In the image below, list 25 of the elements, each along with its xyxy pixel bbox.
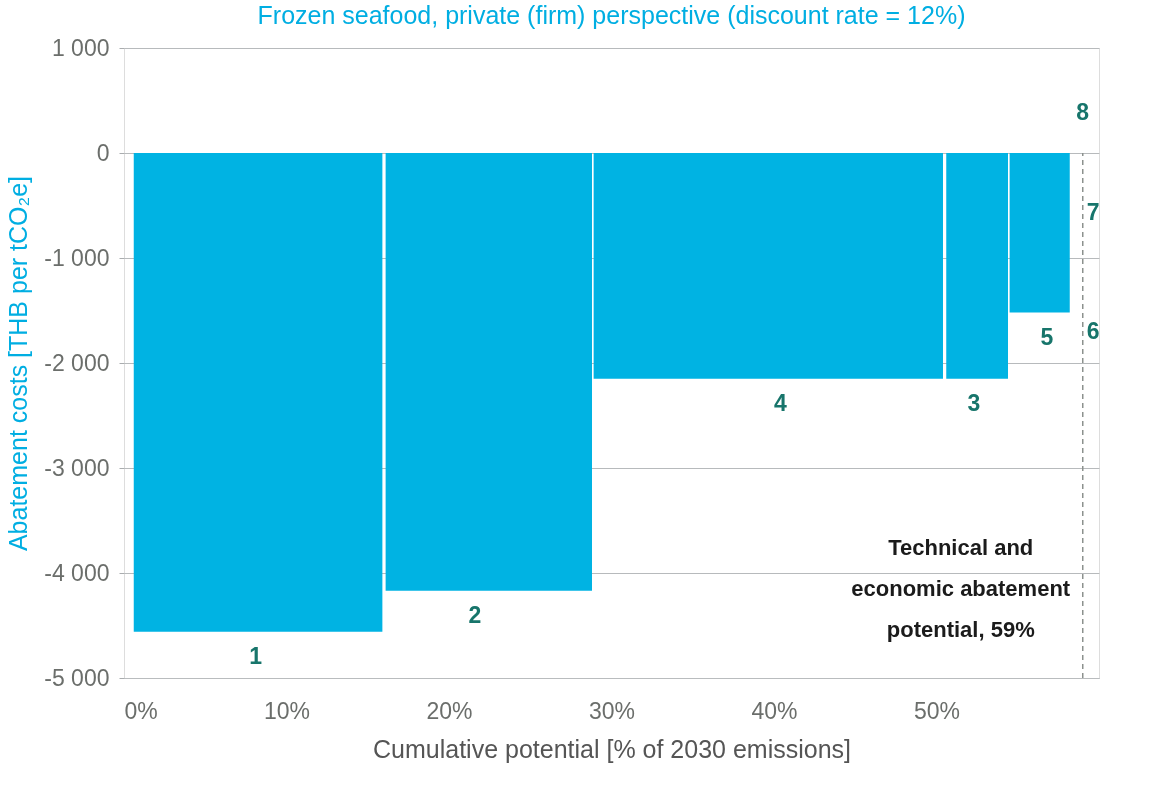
chart-title: Frozen seafood, private (firm) perspective (discount rate = 12%) xyxy=(257,1,966,29)
annotation: 6 xyxy=(1086,317,1100,344)
y-tick-label: -1 000 xyxy=(44,244,110,271)
annotation: 5 xyxy=(1040,323,1054,350)
x-tick-label: 10% xyxy=(263,697,311,724)
y-axis-title: Abatement costs [THB per tCO₂e] xyxy=(4,175,33,552)
annotation: 3 xyxy=(967,389,981,416)
y-tick-label: -2 000 xyxy=(44,349,110,376)
y-tick-label: -5 000 xyxy=(44,664,110,691)
annotation: 7 xyxy=(1086,198,1100,225)
x-tick-label: 40% xyxy=(751,697,798,724)
x-tick-label: 30% xyxy=(588,697,636,724)
annotation: 2 xyxy=(468,601,482,628)
annotation: 4 xyxy=(774,389,788,416)
ref-line-label: Technical and economic abatement potential, 59% xyxy=(851,535,1071,642)
y-tick-label: 1 000 xyxy=(51,34,110,61)
x-axis-title: Cumulative potential [% of 2030 emissions] xyxy=(372,734,852,763)
y-tick-label: 0 xyxy=(96,139,110,166)
y-tick-label: -3 000 xyxy=(44,454,110,481)
annotation: 1 xyxy=(249,642,263,669)
y-tick-label: -4 000 xyxy=(44,559,110,586)
x-tick-label: 0% xyxy=(124,697,158,724)
annotation: 8 xyxy=(1076,99,1090,125)
x-tick-label: 50% xyxy=(913,697,961,724)
x-tick-label: 20% xyxy=(426,697,473,724)
